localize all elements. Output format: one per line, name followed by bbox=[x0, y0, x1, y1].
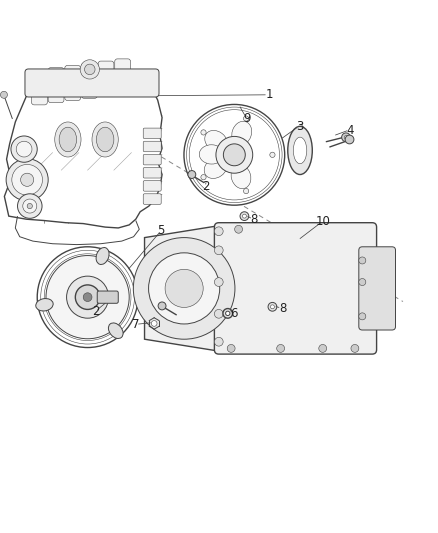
Ellipse shape bbox=[92, 122, 118, 157]
Ellipse shape bbox=[199, 145, 224, 164]
FancyBboxPatch shape bbox=[143, 181, 161, 191]
Circle shape bbox=[359, 257, 366, 264]
Circle shape bbox=[27, 204, 32, 209]
FancyBboxPatch shape bbox=[143, 155, 161, 165]
Text: 8: 8 bbox=[251, 213, 258, 225]
Circle shape bbox=[270, 152, 275, 157]
Circle shape bbox=[0, 91, 7, 98]
Ellipse shape bbox=[293, 137, 307, 164]
Text: 5: 5 bbox=[158, 224, 165, 237]
Text: 1: 1 bbox=[265, 88, 273, 101]
Circle shape bbox=[46, 255, 129, 339]
Circle shape bbox=[23, 199, 37, 213]
Circle shape bbox=[216, 136, 253, 173]
Text: 3: 3 bbox=[297, 120, 304, 133]
Circle shape bbox=[188, 171, 196, 179]
Text: 7: 7 bbox=[132, 318, 140, 331]
FancyBboxPatch shape bbox=[143, 128, 161, 139]
FancyBboxPatch shape bbox=[25, 69, 159, 97]
Circle shape bbox=[223, 144, 245, 166]
Circle shape bbox=[342, 133, 350, 142]
Circle shape bbox=[6, 159, 48, 201]
FancyBboxPatch shape bbox=[97, 291, 118, 303]
Circle shape bbox=[184, 104, 285, 205]
Circle shape bbox=[359, 313, 366, 320]
FancyBboxPatch shape bbox=[115, 59, 131, 94]
Ellipse shape bbox=[232, 122, 252, 146]
Circle shape bbox=[80, 60, 99, 79]
Circle shape bbox=[67, 276, 109, 318]
Circle shape bbox=[215, 278, 223, 286]
Circle shape bbox=[359, 279, 366, 286]
Circle shape bbox=[345, 135, 354, 144]
Ellipse shape bbox=[96, 127, 114, 152]
Circle shape bbox=[12, 165, 42, 195]
Circle shape bbox=[344, 135, 348, 139]
Circle shape bbox=[133, 238, 235, 339]
Ellipse shape bbox=[55, 122, 81, 157]
Circle shape bbox=[243, 214, 246, 218]
Ellipse shape bbox=[59, 127, 77, 152]
Circle shape bbox=[244, 189, 249, 193]
Text: 4: 4 bbox=[346, 124, 354, 137]
Circle shape bbox=[351, 344, 359, 352]
Ellipse shape bbox=[109, 323, 123, 338]
Circle shape bbox=[158, 302, 166, 310]
Circle shape bbox=[223, 309, 233, 318]
FancyBboxPatch shape bbox=[359, 247, 396, 330]
Polygon shape bbox=[145, 225, 224, 352]
Circle shape bbox=[244, 116, 249, 121]
Text: 9: 9 bbox=[243, 112, 251, 125]
Circle shape bbox=[11, 136, 37, 162]
FancyBboxPatch shape bbox=[143, 141, 161, 152]
Circle shape bbox=[226, 311, 230, 316]
Circle shape bbox=[215, 246, 223, 255]
Text: 8: 8 bbox=[279, 302, 286, 314]
FancyBboxPatch shape bbox=[65, 66, 81, 101]
Text: 10: 10 bbox=[316, 215, 331, 228]
FancyBboxPatch shape bbox=[143, 167, 161, 178]
Circle shape bbox=[215, 227, 223, 236]
Circle shape bbox=[16, 141, 32, 157]
Circle shape bbox=[235, 225, 243, 233]
Ellipse shape bbox=[204, 157, 227, 179]
Circle shape bbox=[215, 337, 223, 346]
Circle shape bbox=[277, 344, 285, 352]
FancyBboxPatch shape bbox=[32, 70, 47, 105]
Polygon shape bbox=[4, 67, 162, 228]
Circle shape bbox=[75, 285, 100, 310]
Circle shape bbox=[151, 320, 157, 326]
Text: 2: 2 bbox=[92, 305, 99, 318]
FancyBboxPatch shape bbox=[48, 68, 64, 103]
Ellipse shape bbox=[288, 126, 312, 174]
Circle shape bbox=[201, 130, 206, 135]
Text: 2: 2 bbox=[202, 180, 210, 193]
Ellipse shape bbox=[231, 165, 251, 189]
Circle shape bbox=[85, 64, 95, 75]
Circle shape bbox=[240, 212, 249, 221]
FancyBboxPatch shape bbox=[214, 223, 377, 354]
Circle shape bbox=[37, 247, 138, 348]
Circle shape bbox=[21, 173, 34, 187]
Circle shape bbox=[18, 194, 42, 219]
Circle shape bbox=[201, 175, 206, 180]
Circle shape bbox=[165, 269, 203, 308]
FancyBboxPatch shape bbox=[143, 194, 161, 204]
Circle shape bbox=[148, 253, 220, 324]
Ellipse shape bbox=[36, 298, 53, 311]
Ellipse shape bbox=[96, 247, 109, 264]
Text: 6: 6 bbox=[230, 308, 238, 320]
Circle shape bbox=[268, 302, 277, 311]
Ellipse shape bbox=[205, 131, 227, 152]
FancyBboxPatch shape bbox=[81, 63, 97, 98]
FancyBboxPatch shape bbox=[98, 61, 114, 96]
Circle shape bbox=[319, 344, 327, 352]
Circle shape bbox=[215, 310, 223, 318]
Circle shape bbox=[227, 344, 235, 352]
Circle shape bbox=[83, 293, 92, 302]
Circle shape bbox=[270, 305, 274, 309]
